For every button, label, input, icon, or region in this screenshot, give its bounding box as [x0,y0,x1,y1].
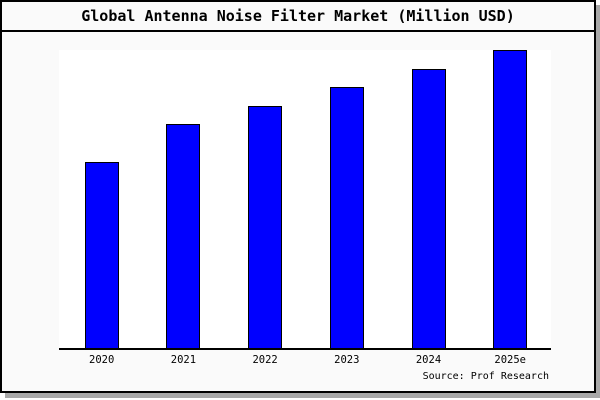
bar-2022 [248,105,283,348]
chart-figure: Global Antenna Noise Filter Market (Mill… [0,0,596,393]
x-tick-label-2021: 2021 [170,354,197,366]
bar-2023 [329,87,364,348]
x-axis-tick-labels: 2020 2021 2022 2023 2024 2025e [59,354,551,368]
bar-2020 [84,161,119,348]
bar-2021 [166,124,201,348]
x-tick-label-2025e: 2025e [494,354,526,366]
bar-2025e [493,49,528,348]
bar-2024 [411,68,446,348]
x-tick-label-2022: 2022 [252,354,278,366]
chart-title: Global Antenna Noise Filter Market (Mill… [81,7,515,25]
x-tick-label-2024: 2024 [415,354,442,366]
plot-area [59,49,551,350]
x-tick-label-2023: 2023 [334,354,360,366]
x-tick-label-2020: 2020 [89,354,115,366]
source-caption: Source: Prof Research [422,371,549,382]
chart-title-bar: Global Antenna Noise Filter Market (Mill… [2,2,594,32]
